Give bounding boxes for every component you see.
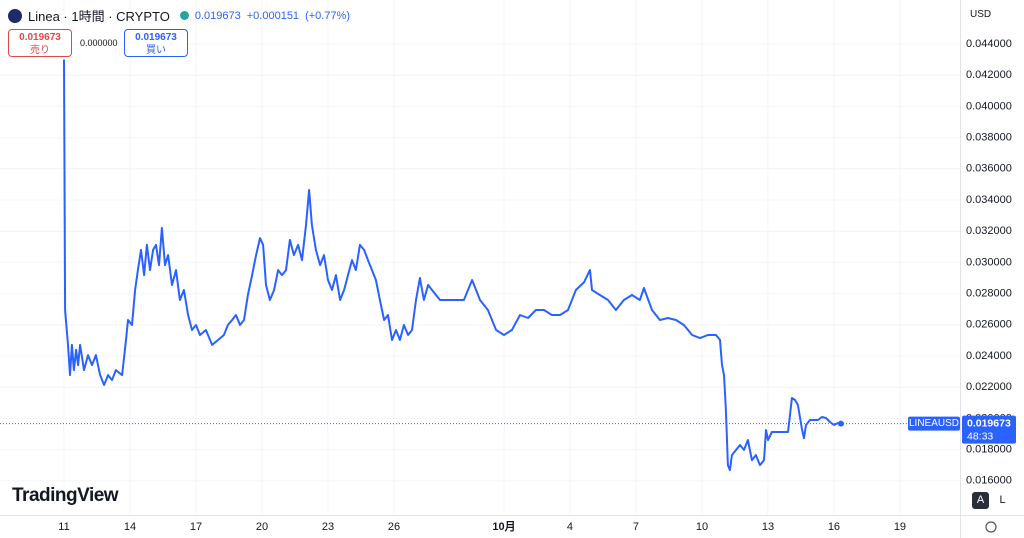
y-tick-label: 0.026000 (966, 319, 1012, 331)
y-tick-label: 0.044000 (966, 38, 1012, 50)
brand-logo: TradingView (12, 485, 119, 506)
grid (0, 0, 960, 515)
y-tick-label: 0.034000 (966, 194, 1012, 206)
y-tick-label: 0.032000 (966, 225, 1012, 237)
symbol-title: Linea · 1時間 · CRYPTO (28, 9, 170, 24)
y-tick-label: 0.040000 (966, 100, 1012, 112)
x-tick-label: 14 (124, 521, 136, 533)
price-label: 0.019673 (967, 417, 1011, 429)
sell-price: 0.019673 (19, 32, 61, 43)
change: +0.000151 (246, 9, 300, 22)
y-tick-label: 0.036000 (966, 163, 1012, 175)
x-tick-label: 19 (894, 521, 906, 533)
buy-label: 買い (146, 45, 166, 56)
x-tick-label: 10月 (492, 520, 515, 533)
currency-select[interactable]: USD (970, 9, 992, 20)
x-tick-label: 11 (58, 521, 69, 533)
y-tick-label: 0.024000 (966, 350, 1012, 362)
spread: 0.000000 (80, 38, 118, 48)
change-pct: (+0.77%) (305, 9, 351, 22)
symbol-label-bg (908, 416, 960, 431)
x-tick-label: 4 (567, 521, 573, 533)
x-tick-label: 26 (388, 521, 400, 533)
symbol-header[interactable]: Linea · 1時間 · CRYPTO 0.019673 +0.000151 … (8, 6, 350, 25)
symbol-label: LINEAUSD (909, 418, 959, 429)
price: 0.019673 (194, 9, 241, 22)
x-tick-label: 23 (322, 521, 334, 533)
x-tick-label: 10 (696, 521, 708, 533)
price-label-bg (962, 415, 1016, 444)
symbol-logo (8, 8, 22, 23)
status-dot (179, 11, 189, 20)
y-tick-label: 0.042000 (966, 69, 1012, 81)
x-tick-label: 13 (762, 521, 774, 533)
settings-icon[interactable] (985, 521, 997, 533)
sell-label: 売り (30, 45, 50, 56)
price-line (63, 59, 842, 472)
y-tick-label: 0.018000 (966, 444, 1012, 456)
buy-price: 0.019673 (135, 32, 177, 43)
y-tick-label: 0.038000 (966, 132, 1012, 144)
auto-scale-button[interactable]: A (972, 492, 989, 509)
y-tick-label: 0.030000 (966, 256, 1012, 268)
last-point (837, 420, 844, 427)
log-scale-button[interactable]: L (999, 494, 1006, 506)
x-tick-label: 17 (190, 521, 202, 533)
x-tick-label: 16 (828, 521, 840, 533)
y-tick-label: 0.016000 (966, 475, 1012, 487)
buy-button[interactable]: 0.019673 買い (124, 29, 188, 57)
sell-button[interactable]: 0.019673 売り (8, 29, 72, 57)
x-tick-label: 20 (256, 521, 268, 533)
x-tick-label: 7 (633, 521, 639, 533)
countdown: 48:33 (967, 430, 993, 442)
y-tick-label: 0.022000 (966, 381, 1012, 393)
y-tick-label: 0.028000 (966, 288, 1012, 300)
